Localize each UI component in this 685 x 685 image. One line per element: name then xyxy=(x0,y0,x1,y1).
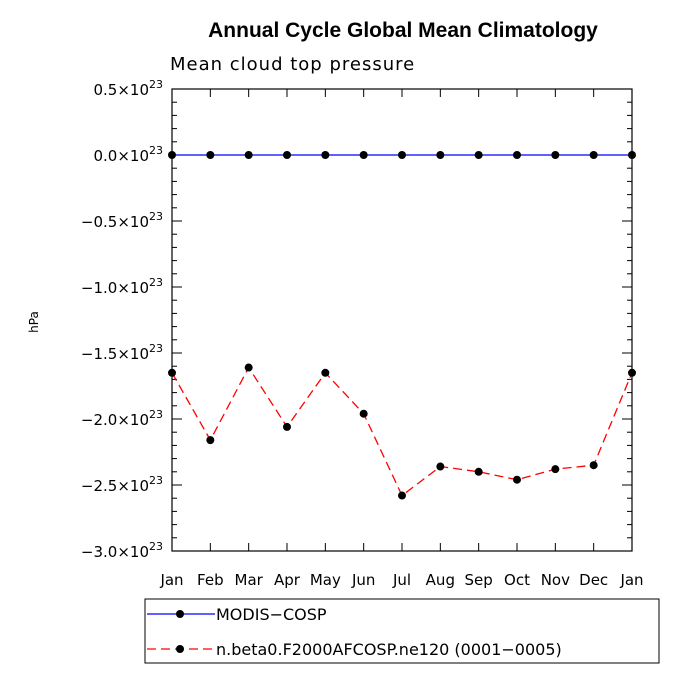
y-tick-label: 0.5×1023 xyxy=(93,78,163,99)
data-point-s2 xyxy=(283,422,291,431)
data-point-s1 xyxy=(283,151,291,159)
x-tick-label: Jan xyxy=(159,571,183,589)
x-tick-label: Oct xyxy=(504,571,530,589)
data-point-s1 xyxy=(513,151,521,159)
data-point-s2 xyxy=(589,461,598,470)
x-tick-label: Mar xyxy=(235,571,264,589)
data-point-s2 xyxy=(206,436,215,445)
x-tick-label: Nov xyxy=(541,571,570,589)
y-tick-label: −1.0×1023 xyxy=(81,276,163,297)
legend-marker-1 xyxy=(176,610,184,618)
y-tick-labels: 0.5×1023 0.0×1023 −0.5×1023 −1.0×1023 −1.5×1… xyxy=(81,78,163,561)
data-point-s2 xyxy=(321,368,330,377)
legend-label-1: MODIS−COSP xyxy=(216,605,327,624)
plot-frame xyxy=(171,88,633,552)
data-point-s1 xyxy=(206,151,215,159)
data-point-s1 xyxy=(321,151,330,159)
series-lines xyxy=(168,151,636,500)
x-tick-label: Dec xyxy=(579,571,608,589)
y-tick-label: −1.5×1023 xyxy=(81,342,163,363)
y-tick-label: 0.0×1023 xyxy=(93,144,163,165)
legend-label-2: n.beta0.F2000AFCOSP.ne120 (0001−0005) xyxy=(216,640,562,659)
data-point-s2 xyxy=(398,491,406,500)
x-tick-label: Jun xyxy=(351,571,375,589)
x-tick-label: Jul xyxy=(392,571,411,589)
data-point-s2 xyxy=(244,363,253,372)
data-point-s2 xyxy=(436,462,445,471)
data-point-s1 xyxy=(244,151,253,159)
data-point-s1 xyxy=(589,151,598,159)
x-tick-label: Aug xyxy=(426,571,455,589)
data-point-s2 xyxy=(474,467,483,476)
series-line-2 xyxy=(171,366,633,497)
x-tick-label: Apr xyxy=(274,571,301,589)
x-tick-label: Sep xyxy=(465,571,493,589)
data-point-s1 xyxy=(359,151,368,159)
data-point-s1 xyxy=(551,151,560,159)
x-tick-label: Feb xyxy=(197,571,224,589)
y-tick-label: −0.5×1023 xyxy=(81,210,163,231)
x-tick-labels: Jan Feb Mar Apr May Jun Jul Aug Sep Oct Nov Dec Jan xyxy=(159,571,643,589)
legend-marker-2 xyxy=(176,645,184,653)
data-point-s2 xyxy=(513,475,521,484)
y-axis-label: hPa xyxy=(27,311,41,333)
legend-box xyxy=(144,598,660,664)
data-point-s1 xyxy=(474,151,483,159)
chart-subtitle: Mean cloud top pressure xyxy=(170,54,415,75)
data-point-s2 xyxy=(551,465,560,474)
y-tick-label: −2.5×1023 xyxy=(81,474,163,495)
data-point-s1 xyxy=(398,151,406,159)
y-tick-label: −2.0×1023 xyxy=(81,408,163,429)
x-tick-label: May xyxy=(310,571,341,589)
data-point-s2 xyxy=(359,409,368,418)
data-point-s1 xyxy=(436,151,445,159)
legend: MODIS−COSP n.beta0.F2000AFCOSP.ne120 (000… xyxy=(144,598,660,664)
y-tick-label: −3.0×1023 xyxy=(81,540,163,561)
x-tick-label: Jan xyxy=(619,571,643,589)
chart-title: Annual Cycle Global Mean Climatology xyxy=(208,19,598,42)
